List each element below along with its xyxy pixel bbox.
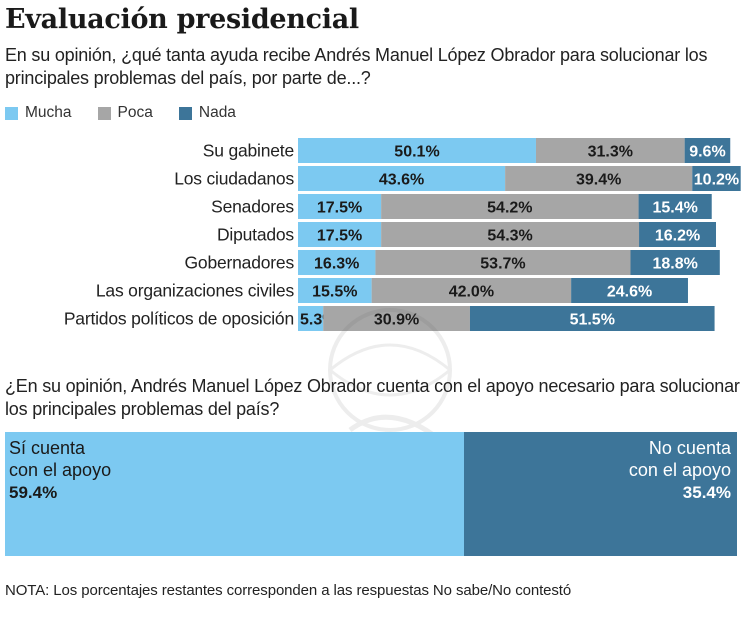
support-yes-line1: Sí cuenta xyxy=(9,438,86,458)
legend-label-mucha: Mucha xyxy=(25,104,72,121)
bar-row-su-gabinete: Su gabinete 50.1% 31.3% 9.6% xyxy=(203,138,731,163)
support-yes-value: 59.4% xyxy=(9,483,58,502)
chart-title: Evaluación presidencial xyxy=(5,4,359,35)
bar-segment-poca xyxy=(323,306,470,331)
data-label-poca: 39.4% xyxy=(576,172,621,189)
category-label: Senadores xyxy=(211,197,294,217)
legend-item-nada: Nada xyxy=(178,104,236,122)
bar-segment-mucha xyxy=(298,278,372,303)
category-label: Su gabinete xyxy=(203,141,294,161)
bar-segment-poca xyxy=(535,138,685,163)
support-no-segment: No cuenta con el apoyo 35.4% xyxy=(463,432,737,556)
data-label-poca: 54.3% xyxy=(487,228,532,245)
legend-label-nada: Nada xyxy=(198,104,236,121)
bar-segment-mucha xyxy=(298,138,536,163)
category-label: Gobernadores xyxy=(185,253,295,273)
bar-segment-nada xyxy=(469,306,715,331)
bar-row-las-organizaciones-civiles: Las organizaciones civiles 15.5% 42.0% 24.6… xyxy=(96,278,688,303)
bar-segment-nada xyxy=(638,194,712,219)
data-label-poca: 30.9% xyxy=(374,312,419,329)
bar-segment-poca xyxy=(371,278,572,303)
support-no-line1: No cuenta xyxy=(648,438,731,458)
bar-segment-nada xyxy=(639,222,716,247)
bar-row-senadores: Senadores 17.5% 54.2% 15.4% xyxy=(211,194,712,219)
bar-segment-mucha xyxy=(298,166,506,191)
support-no-value: 35.4% xyxy=(682,483,731,502)
bar-row-partidos-politicos-de-oposicion: Partidos políticos de oposición 5.3% 30.9%… xyxy=(64,306,715,331)
support-no-line2: con el apoyo xyxy=(628,460,731,480)
bar-segment-mucha xyxy=(298,250,376,275)
question-1: En su opinión, ¿qué tanta ayuda recibe A… xyxy=(5,45,708,88)
support-no-label: No cuenta con el apoyo 35.4% xyxy=(629,437,731,504)
data-label-nada: 10.2% xyxy=(694,172,739,189)
support-bar: Sí cuenta con el apoyo 59.4% No cuenta c… xyxy=(5,432,737,556)
bar-segment-nada xyxy=(692,166,741,191)
category-label: Los ciudadanos xyxy=(174,169,294,189)
data-label-mucha: 50.1% xyxy=(394,144,439,161)
bar-segment-poca xyxy=(381,194,639,219)
data-label-poca: 31.3% xyxy=(588,144,633,161)
data-label-poca: 54.2% xyxy=(487,200,532,217)
bar-segment-nada xyxy=(684,138,731,163)
bar-row-los-ciudadanos: Los ciudadanos 43.6% 39.4% 10.2% xyxy=(174,166,741,191)
data-label-mucha: 17.5% xyxy=(317,228,362,245)
bar-row-diputados: Diputados 17.5% 54.3% 16.2% xyxy=(217,222,716,247)
bar-segment-nada xyxy=(571,278,688,303)
support-yes-label: Sí cuenta con el apoyo 59.4% xyxy=(9,437,111,504)
data-label-mucha: 16.3% xyxy=(314,256,359,273)
legend-item-mucha: Mucha xyxy=(5,104,72,122)
bar-segment-nada xyxy=(630,250,720,275)
bar-segment-mucha xyxy=(298,222,382,247)
data-label-nada: 18.8% xyxy=(652,256,697,273)
support-yes-segment: Sí cuenta con el apoyo 59.4% xyxy=(5,432,464,556)
data-label-mucha: 43.6% xyxy=(379,172,424,189)
legend-swatch-mucha xyxy=(5,106,18,120)
data-label-nada: 16.2% xyxy=(655,228,700,245)
category-label: Diputados xyxy=(217,225,294,245)
legend-label-poca: Poca xyxy=(117,104,153,121)
stacked-bar-chart: Su gabinete 50.1% 31.3% 9.6% Los ciudadanos 4… xyxy=(64,138,741,331)
data-label-mucha: 15.5% xyxy=(312,284,357,301)
bar-row-gobernadores: Gobernadores 16.3% 53.7% 18.8% xyxy=(185,250,720,275)
legend: Mucha Poca Nada xyxy=(5,104,236,122)
data-label-nada: 15.4% xyxy=(652,200,697,217)
legend-item-poca: Poca xyxy=(97,104,153,122)
support-yes-line2: con el apoyo xyxy=(9,460,112,480)
question-2: ¿En su opinión, Andrés Manuel López Obra… xyxy=(5,376,740,419)
bar-segment-mucha xyxy=(298,306,324,331)
data-label-mucha: 17.5% xyxy=(317,200,362,217)
data-label-poca: 42.0% xyxy=(449,284,494,301)
data-label-nada: 51.5% xyxy=(570,312,615,329)
bar-segment-poca xyxy=(375,250,631,275)
bar-segment-poca xyxy=(505,166,693,191)
legend-swatch-poca xyxy=(97,106,111,120)
category-label: Las organizaciones civiles xyxy=(96,281,295,301)
data-label-nada: 9.6% xyxy=(689,144,725,161)
data-label-poca: 53.7% xyxy=(480,256,525,273)
footnote: NOTA: Los porcentajes restantes correspo… xyxy=(5,582,572,599)
bar-segment-mucha xyxy=(298,194,382,219)
legend-swatch-nada xyxy=(178,106,192,120)
data-label-nada: 24.6% xyxy=(607,284,652,301)
bar-segment-poca xyxy=(381,222,640,247)
category-label: Partidos políticos de oposición xyxy=(64,309,294,329)
